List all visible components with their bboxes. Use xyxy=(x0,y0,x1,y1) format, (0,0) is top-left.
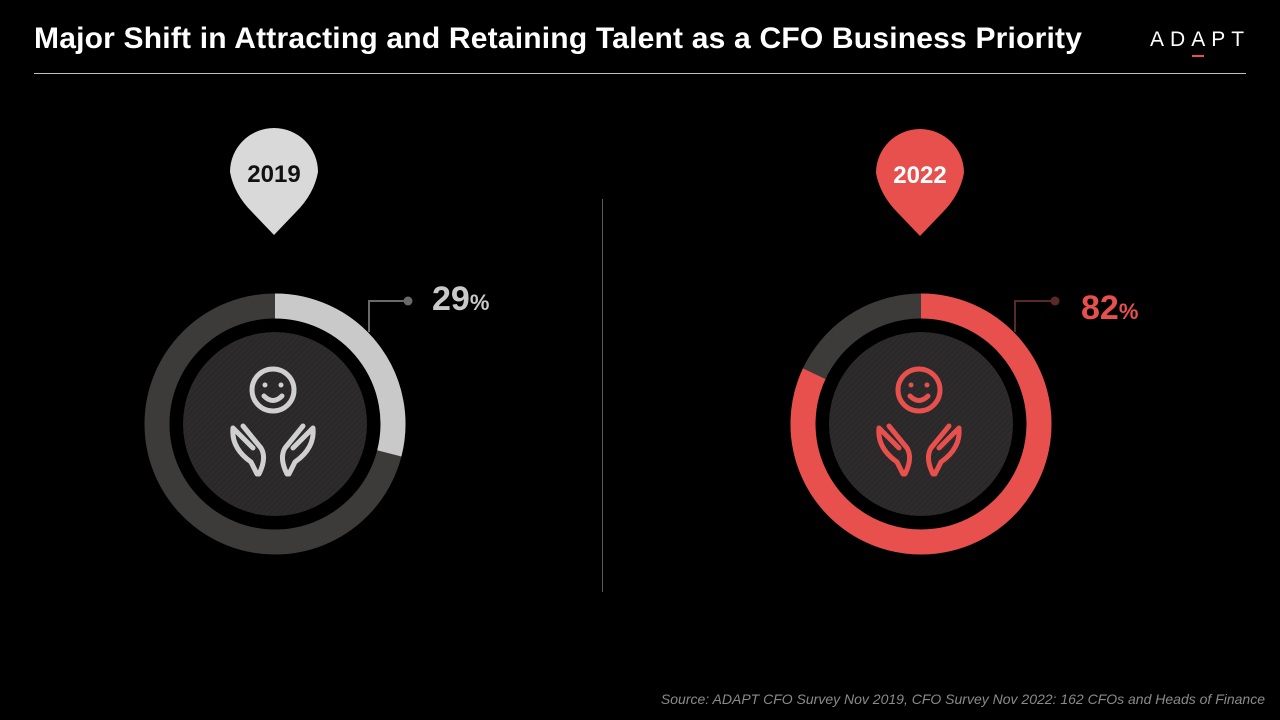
logo-letter: A xyxy=(1191,28,1211,57)
donut-value-arc xyxy=(274,293,406,457)
value-unit: % xyxy=(1119,299,1139,324)
logo-letter: D xyxy=(1170,28,1192,51)
adapt-logo: ADA PT xyxy=(1150,28,1251,57)
year-pin-shape xyxy=(876,129,964,236)
value-number: 82 xyxy=(1081,289,1119,327)
value-unit: % xyxy=(470,290,490,315)
donut-chart-2019: 29% xyxy=(144,280,489,555)
title-rule xyxy=(34,73,1246,74)
donut-value-arc xyxy=(790,293,1052,555)
source-note: Source: ADAPT CFO Survey Nov 2019, CFO S… xyxy=(660,691,1265,707)
year-pin-2019: 2019 xyxy=(230,128,318,235)
year-label: 2019 xyxy=(247,161,300,188)
smiley-in-hands-icon xyxy=(876,366,962,477)
donut-chart-2022: 82% xyxy=(790,289,1138,555)
value-label: 29% xyxy=(432,280,489,318)
logo-letter: T xyxy=(1231,28,1251,51)
logo-accent-bar xyxy=(1192,55,1205,57)
year-pin-shape xyxy=(230,128,318,235)
year-pin-2022: 2022 xyxy=(876,129,964,236)
value-label: 82% xyxy=(1081,289,1138,327)
smiley-in-hands-icon xyxy=(230,366,316,477)
leader-dot xyxy=(1050,296,1060,306)
leader-line xyxy=(1014,300,1055,332)
logo-letter: A xyxy=(1150,28,1171,51)
page-title: Major Shift in Attracting and Retaining … xyxy=(34,22,1083,55)
leader-dot xyxy=(403,296,413,306)
value-number: 29 xyxy=(432,280,470,318)
donut-inner-disc xyxy=(829,332,1013,516)
logo-letter: P xyxy=(1211,28,1232,51)
year-label: 2022 xyxy=(893,162,946,189)
donut-inner-disc xyxy=(183,332,367,516)
chart-divider xyxy=(602,199,603,592)
leader-line xyxy=(368,300,408,332)
